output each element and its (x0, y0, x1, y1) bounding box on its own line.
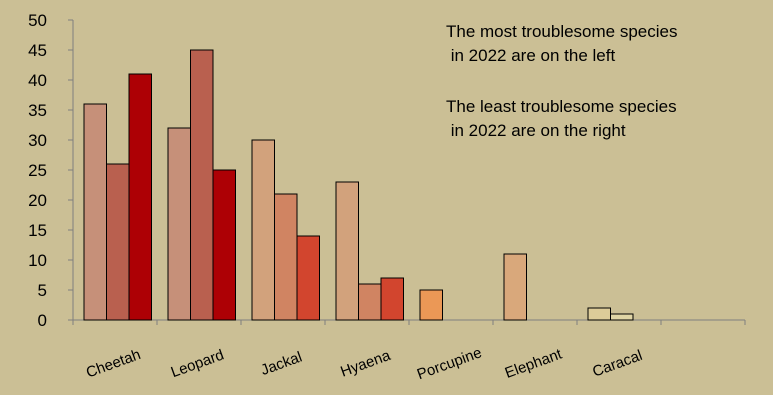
bar (212, 169, 236, 321)
y-tick-label: 25 (28, 161, 47, 180)
bar (83, 103, 107, 321)
bar (380, 277, 404, 321)
y-tick-label: 50 (28, 11, 47, 30)
bar (587, 307, 611, 321)
y-tick-label: 5 (38, 281, 47, 300)
x-category-label: Leopard (169, 346, 227, 381)
y-tick-label: 45 (28, 41, 47, 60)
y-tick-label: 0 (38, 311, 47, 330)
y-tick-label: 20 (28, 191, 47, 210)
bar (106, 163, 130, 321)
x-category-label: Hyaena (338, 347, 393, 381)
x-category-label: Jackal (259, 349, 305, 380)
bar (128, 73, 152, 321)
bar (167, 127, 191, 321)
y-tick-label: 40 (28, 71, 47, 90)
y-tick-label: 10 (28, 251, 47, 270)
bar (274, 193, 298, 321)
bar (419, 289, 443, 321)
x-category-label: Porcupine (415, 344, 484, 383)
bar (335, 181, 359, 321)
y-tick-label: 30 (28, 131, 47, 150)
x-category-label: Cheetah (84, 346, 143, 381)
y-tick-label: 15 (28, 221, 47, 240)
x-category-label: Caracal (590, 347, 644, 381)
bar (296, 235, 320, 321)
bar (358, 283, 382, 321)
bar (251, 139, 275, 321)
y-tick-label: 35 (28, 101, 47, 120)
bar (610, 313, 634, 321)
annotation-least-troublesome: The least troublesome species in 2022 ar… (446, 97, 677, 140)
bar (503, 253, 527, 321)
bar (190, 49, 214, 321)
x-category-label: Elephant (503, 345, 565, 382)
annotation-most-troublesome: The most troublesome species in 2022 are… (446, 22, 678, 65)
